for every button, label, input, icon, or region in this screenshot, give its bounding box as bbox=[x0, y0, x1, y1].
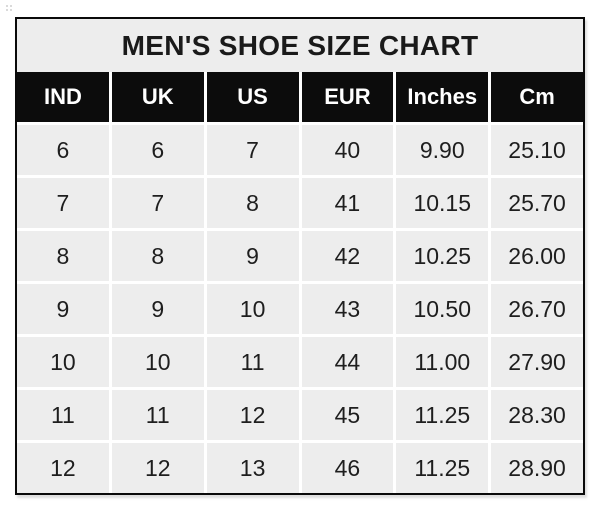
column-header-eur: EUR bbox=[301, 72, 394, 122]
cell-inches-row3: 10.25 bbox=[396, 231, 489, 281]
cell-cm-row6: 28.30 bbox=[491, 390, 583, 440]
cell-cm-row4: 26.70 bbox=[491, 284, 583, 334]
column-header-inches: Inches bbox=[396, 72, 489, 122]
cell-inches-row1: 9.90 bbox=[396, 125, 489, 175]
cell-ind-row1: 6 bbox=[17, 125, 109, 175]
cell-eur-row5: 44 bbox=[301, 337, 394, 387]
column-header-us: US bbox=[206, 72, 299, 122]
cell-eur-row1: 40 bbox=[301, 125, 394, 175]
column-header-uk: UK bbox=[111, 72, 204, 122]
cell-inches-row2: 10.15 bbox=[396, 178, 489, 228]
cell-ind-row6: 11 bbox=[17, 390, 109, 440]
cell-eur-row6: 45 bbox=[301, 390, 394, 440]
cell-eur-row3: 42 bbox=[301, 231, 394, 281]
cell-ind-row4: 9 bbox=[17, 284, 109, 334]
cell-cm-row5: 27.90 bbox=[491, 337, 583, 387]
cell-inches-row4: 10.50 bbox=[396, 284, 489, 334]
cell-ind-row2: 7 bbox=[17, 178, 109, 228]
cell-uk-row1: 6 bbox=[111, 125, 204, 175]
cell-ind-row5: 10 bbox=[17, 337, 109, 387]
cell-us-row5: 11 bbox=[206, 337, 299, 387]
cell-uk-row6: 11 bbox=[111, 390, 204, 440]
cell-us-row6: 12 bbox=[206, 390, 299, 440]
scan-artifact bbox=[5, 4, 14, 12]
cell-us-row3: 9 bbox=[206, 231, 299, 281]
cell-uk-row3: 8 bbox=[111, 231, 204, 281]
cell-us-row7: 13 bbox=[206, 443, 299, 493]
cell-ind-row3: 8 bbox=[17, 231, 109, 281]
cell-uk-row5: 10 bbox=[111, 337, 204, 387]
cell-uk-row4: 9 bbox=[111, 284, 204, 334]
column-header-ind: IND bbox=[17, 72, 109, 122]
cell-cm-row3: 26.00 bbox=[491, 231, 583, 281]
size-table: IND UK US EUR Inches Cm 6 6 7 40 9.90 25.10 7 7 8 41 10.… bbox=[17, 72, 583, 493]
cell-inches-row6: 11.25 bbox=[396, 390, 489, 440]
cell-uk-row7: 12 bbox=[111, 443, 204, 493]
cell-cm-row1: 25.10 bbox=[491, 125, 583, 175]
chart-title: MEN'S SHOE SIZE CHART bbox=[121, 29, 479, 61]
shoe-size-chart: MEN'S SHOE SIZE CHART IND UK US EUR Inches Cm… bbox=[15, 17, 585, 495]
title-band: MEN'S SHOE SIZE CHART bbox=[17, 19, 583, 72]
cell-cm-row2: 25.70 bbox=[491, 178, 583, 228]
cell-inches-row7: 11.25 bbox=[396, 443, 489, 493]
cell-cm-row7: 28.90 bbox=[491, 443, 583, 493]
cell-us-row2: 8 bbox=[206, 178, 299, 228]
cell-eur-row4: 43 bbox=[301, 284, 394, 334]
cell-eur-row2: 41 bbox=[301, 178, 394, 228]
cell-us-row4: 10 bbox=[206, 284, 299, 334]
cell-us-row1: 7 bbox=[206, 125, 299, 175]
cell-uk-row2: 7 bbox=[111, 178, 204, 228]
cell-ind-row7: 12 bbox=[17, 443, 109, 493]
cell-eur-row7: 46 bbox=[301, 443, 394, 493]
cell-inches-row5: 11.00 bbox=[396, 337, 489, 387]
column-header-cm: Cm bbox=[491, 72, 583, 122]
